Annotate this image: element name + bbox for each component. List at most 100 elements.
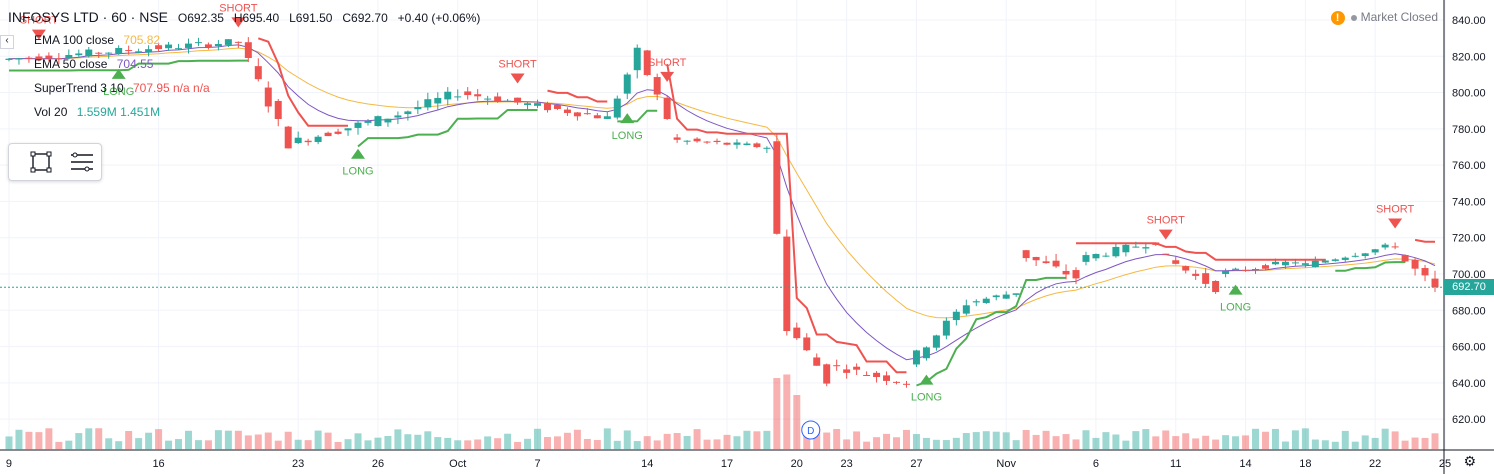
x-tick-label: 22 [1369,458,1381,470]
market-status[interactable]: ! Market Closed [1330,10,1438,25]
x-tick-label: 18 [1299,458,1311,470]
candle-body [1062,270,1070,275]
candle-body [464,91,472,96]
candle-body [1411,259,1419,269]
volume-bar [314,430,322,450]
x-tick-label: 25 [1439,458,1451,470]
volume-bar [1012,440,1020,450]
candle-body [5,58,13,60]
y-tick-label: 740.00 [1452,196,1486,208]
candle-body [15,58,23,60]
candle-body [1232,268,1240,270]
candle-body [733,142,741,145]
collapse-legend-button[interactable]: ‹ [0,35,14,49]
candle-body [982,298,990,303]
legend-supertrend-value: 707.95 n/a n/a [132,81,210,95]
legend-ema50[interactable]: EMA 50 close 704.55 [34,57,153,71]
candle-body [254,66,262,80]
volume-bar [524,438,532,450]
candle-body [244,42,252,59]
volume-bar [563,432,571,450]
candle-body [653,77,661,95]
candle-body [1381,244,1389,248]
volume-bar [803,433,811,450]
candle-body [1271,261,1279,265]
short-signal-marker [231,17,246,28]
volume-bar [1032,434,1040,450]
volume-bar [1291,430,1299,450]
volume-bar [823,432,831,450]
volume-bar [494,438,502,450]
y-tick-label: 660.00 [1452,342,1486,354]
x-tick-label: Nov [996,458,1016,470]
volume-bar [1261,431,1269,450]
candle-body [1321,260,1329,263]
y-tick-label: 820.00 [1452,51,1486,63]
x-tick-label: 27 [910,458,922,470]
volume-bar [274,440,282,450]
candle-body [304,140,312,143]
candle-body [1311,260,1319,268]
volume-bar [932,439,940,450]
candle-body [45,55,53,59]
candle-body [1122,244,1130,253]
supertrend-up-line [1335,261,1406,272]
candle-body [1431,278,1439,288]
candle-body [942,320,950,336]
volume-bar [623,430,631,450]
x-tick-label: 26 [372,458,384,470]
volume-bar [434,437,442,450]
supertrend-down-line [1414,238,1436,243]
candle-body [1172,260,1180,264]
candle-body [125,50,133,52]
supertrend-up-line [916,276,1066,387]
volume-bar [1242,435,1250,450]
volume-bar [1042,430,1050,450]
legend-supertrend[interactable]: SuperTrend 3 10 707.95 n/a n/a [34,81,210,95]
drawing-toolbar [8,143,102,181]
candle-body [55,58,63,60]
candle-body [274,100,282,120]
volume-bar [992,431,1000,450]
gear-icon[interactable]: ⚙ [1463,453,1476,469]
candle-body [324,132,332,137]
volume-bar [843,439,851,450]
candle-body [583,113,591,115]
settings-lines-icon[interactable] [69,150,93,174]
rectangle-tool-icon[interactable] [29,150,53,174]
legend-volume[interactable]: Vol 20 1.559M 1.451M [34,105,160,119]
x-tick-label: 7 [534,458,540,470]
candle-body [1022,250,1030,259]
volume-bar [1381,428,1389,450]
symbol-title[interactable]: INFOSYS LTD · 60 · NSE [8,9,168,25]
candle-body [1351,255,1359,257]
volume-bar [424,431,432,450]
volume-bar [464,440,472,450]
volume-bar [344,439,352,450]
open-value: O692.35 [177,11,224,25]
legend-volume-value: 1.559M 1.451M [76,105,161,119]
candle-body [1261,265,1269,269]
candle-body [155,45,163,50]
volume-bar [95,428,103,450]
volume-bar [693,429,701,450]
volume-bar [683,435,691,450]
candle-body [773,141,781,234]
candle-body [843,369,851,373]
volume-bar [1421,437,1429,450]
legend-ema100[interactable]: EMA 100 close 705.82 [34,33,160,47]
volume-bar [145,432,153,450]
volume-bar [284,431,292,450]
candle-body [863,375,871,377]
volume-bar [204,440,212,450]
candle-body [673,137,681,140]
x-tick-label: 6 [1093,458,1099,470]
candle-body [663,97,671,120]
volume-bar [1002,432,1010,450]
candle-body [1182,266,1190,271]
volume-bar [863,441,871,450]
volume-bar [703,439,711,450]
candle-body [623,74,631,94]
